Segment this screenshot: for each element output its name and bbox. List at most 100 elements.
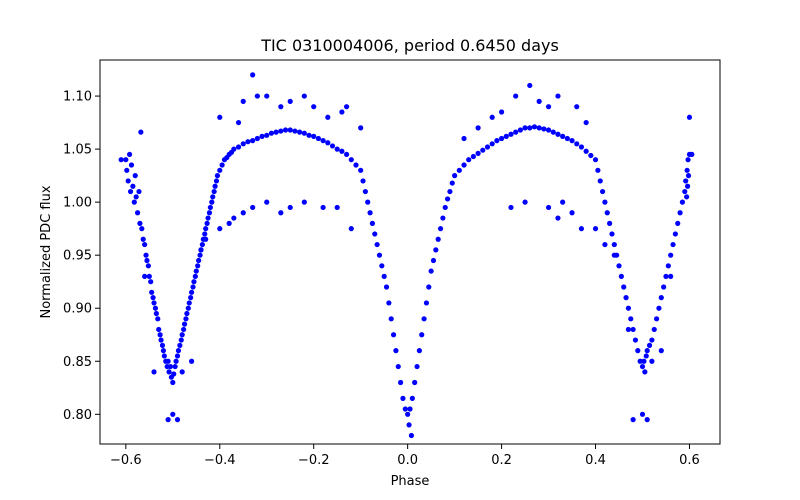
data-point xyxy=(372,231,378,237)
data-point xyxy=(599,188,606,195)
data-point xyxy=(186,300,192,306)
data-point xyxy=(343,151,350,158)
data-point xyxy=(273,129,279,135)
data-point xyxy=(433,247,439,253)
data-point xyxy=(421,316,427,322)
data-point xyxy=(235,144,242,150)
data-point xyxy=(254,93,260,99)
x-tick-label: 0.2 xyxy=(491,453,512,468)
data-point xyxy=(240,210,246,216)
data-point xyxy=(545,204,552,211)
data-point xyxy=(219,162,225,168)
data-point xyxy=(146,273,152,279)
data-point xyxy=(656,305,662,311)
data-point xyxy=(527,82,533,89)
data-point xyxy=(412,379,418,386)
data-point xyxy=(684,194,690,200)
data-point xyxy=(197,252,203,258)
data-point xyxy=(616,263,622,269)
data-point xyxy=(202,231,208,237)
data-point xyxy=(297,129,303,135)
y-tick-label: 1.05 xyxy=(63,143,92,158)
data-point xyxy=(174,353,181,359)
data-point xyxy=(522,199,528,205)
data-point xyxy=(151,369,157,375)
data-point xyxy=(668,273,674,279)
data-point xyxy=(407,406,413,412)
data-point xyxy=(393,348,399,354)
data-point xyxy=(642,369,648,375)
data-point xyxy=(545,127,552,133)
data-point xyxy=(278,210,284,216)
data-point xyxy=(264,132,270,138)
data-point xyxy=(597,178,603,184)
data-point xyxy=(595,167,601,173)
data-point xyxy=(325,140,331,146)
data-point xyxy=(306,132,312,138)
data-point xyxy=(560,199,566,205)
data-point xyxy=(661,284,667,290)
data-point xyxy=(416,348,422,354)
data-point xyxy=(193,268,199,274)
data-point xyxy=(175,348,182,354)
data-point xyxy=(470,153,477,160)
data-point xyxy=(592,226,599,232)
data-point xyxy=(653,316,660,322)
data-point xyxy=(264,93,270,99)
x-tick-label: 0.0 xyxy=(397,453,418,468)
data-point xyxy=(498,109,505,115)
data-point xyxy=(203,236,209,242)
data-point xyxy=(348,157,354,163)
data-point xyxy=(132,173,138,179)
data-point xyxy=(204,220,210,226)
y-tick-label: 0.85 xyxy=(63,355,92,370)
data-point xyxy=(592,157,599,163)
data-point xyxy=(171,371,177,377)
data-point xyxy=(339,109,345,115)
data-point xyxy=(245,139,251,145)
data-point xyxy=(240,141,246,147)
data-point xyxy=(179,369,185,375)
data-point xyxy=(172,363,178,370)
data-point xyxy=(320,204,326,211)
data-point xyxy=(167,363,174,370)
data-point xyxy=(531,124,538,130)
data-point xyxy=(376,252,383,258)
data-point xyxy=(611,252,617,258)
data-point xyxy=(130,183,136,189)
data-point xyxy=(374,241,380,248)
data-point xyxy=(124,167,130,173)
data-point xyxy=(414,363,420,370)
data-point xyxy=(149,289,155,295)
points-layer xyxy=(118,72,695,439)
x-tick-label: −0.4 xyxy=(204,453,236,468)
data-point xyxy=(205,215,211,221)
data-point xyxy=(125,178,131,184)
data-point xyxy=(419,332,425,338)
data-point xyxy=(191,279,197,285)
data-point xyxy=(148,279,154,285)
data-point xyxy=(643,353,649,359)
data-point xyxy=(555,93,561,99)
data-point xyxy=(195,263,201,269)
data-point xyxy=(282,127,289,133)
data-point xyxy=(181,321,188,327)
y-tick-label: 1.00 xyxy=(63,196,92,211)
data-point xyxy=(181,326,187,333)
data-point xyxy=(609,231,615,237)
data-point xyxy=(400,395,406,401)
data-point xyxy=(348,226,354,232)
data-point xyxy=(386,300,392,306)
data-point xyxy=(618,273,624,279)
data-point xyxy=(489,114,495,120)
data-point xyxy=(334,204,340,211)
data-point xyxy=(480,147,486,153)
data-point xyxy=(677,210,683,216)
data-point xyxy=(456,167,462,173)
data-point xyxy=(134,210,141,216)
data-point xyxy=(630,417,636,423)
data-point xyxy=(217,226,223,232)
data-point xyxy=(136,188,142,195)
data-point xyxy=(684,183,691,189)
